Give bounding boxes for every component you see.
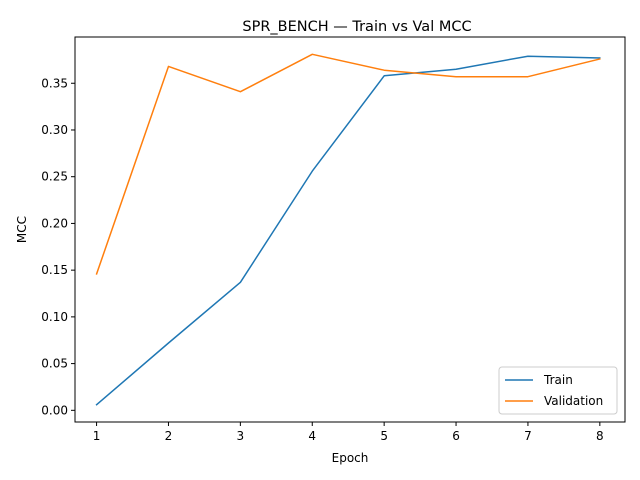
x-tick-label: 2: [165, 429, 173, 443]
legend-label-validation: Validation: [544, 394, 603, 408]
plot-frame: [74, 36, 626, 423]
x-tick-label: 4: [308, 429, 316, 443]
y-tick-label: 0.00: [41, 403, 68, 417]
x-axis-label: Epoch: [332, 451, 369, 465]
x-tick-label: 6: [452, 429, 460, 443]
plot-lines: [95, 53, 601, 406]
y-tick-label: 0.05: [41, 357, 68, 371]
x-tick-label: 1: [93, 429, 101, 443]
x-tick-label: 8: [596, 429, 604, 443]
y-tick-label: 0.35: [41, 76, 68, 90]
y-tick-label: 0.20: [41, 216, 68, 230]
y-tick-label: 0.10: [41, 310, 68, 324]
x-tick-label: 7: [524, 429, 532, 443]
x-tick-label: 3: [237, 429, 245, 443]
legend-label-train: Train: [543, 373, 573, 387]
y-axis-label: MCC: [15, 216, 29, 243]
y-axis-ticks: 0.00 0.05 0.10 0.15 0.20 0.25 0.30 0.35: [41, 76, 75, 417]
x-axis-ticks: 1 2 3 4 5 6 7 8: [93, 422, 604, 443]
legend-box: [498, 366, 618, 415]
chart-title: SPR_BENCH — Train vs Val MCC: [242, 19, 471, 35]
legend: Train Validation: [498, 366, 618, 415]
series-line-train: [95, 55, 601, 406]
series-line-validation: [95, 53, 601, 275]
x-tick-label: 5: [380, 429, 388, 443]
y-tick-label: 0.15: [41, 263, 68, 277]
y-tick-label: 0.25: [41, 170, 68, 184]
y-tick-label: 0.30: [41, 123, 68, 137]
